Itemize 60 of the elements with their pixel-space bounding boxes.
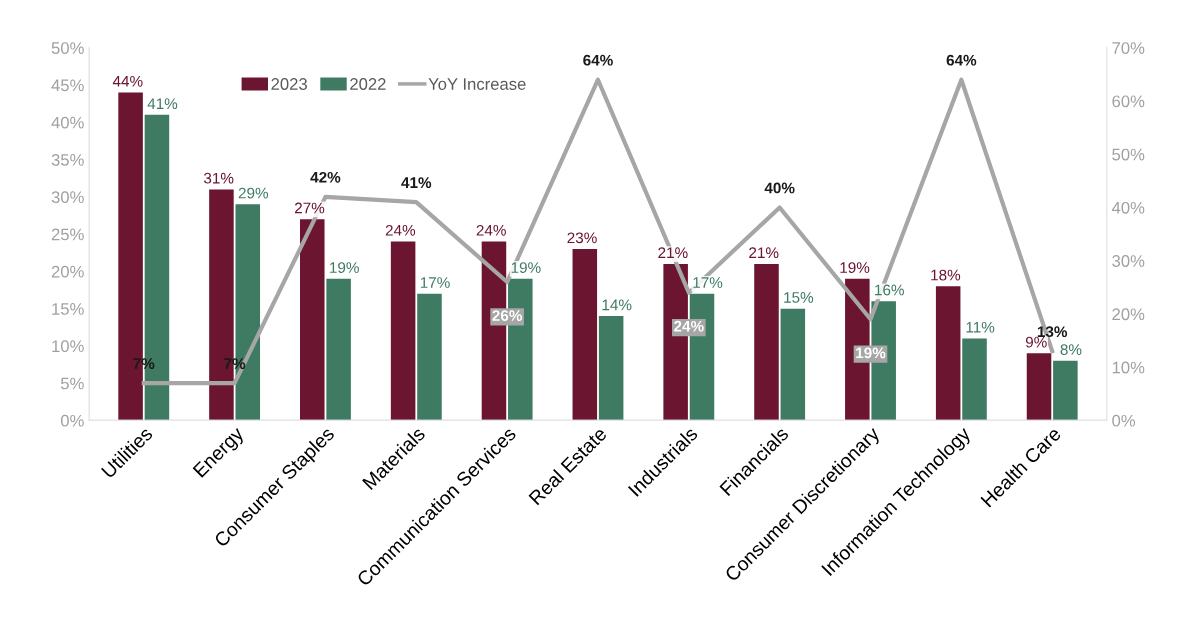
- y2-tick-label: 50%: [1112, 148, 1145, 161]
- y-tick-label: 25%: [51, 228, 84, 241]
- y-tick-label: 5%: [60, 377, 84, 390]
- y2-tick-label: 40%: [1111, 201, 1145, 214]
- legend-label: YoY Increase: [428, 78, 526, 90]
- legend-label: 2023: [271, 78, 307, 90]
- y2-tick-label: 30%: [1112, 255, 1145, 267]
- data-label: 17%: [693, 277, 723, 288]
- y-tick-label: 10%: [52, 340, 84, 353]
- bar: [300, 219, 325, 421]
- data-label: 7%: [224, 358, 246, 369]
- data-label: 24%: [476, 224, 506, 236]
- y-tick-label: 50%: [51, 42, 84, 54]
- data-label: 40%: [764, 182, 795, 194]
- data-label: 7%: [133, 358, 155, 369]
- data-label: 24%: [674, 320, 704, 332]
- data-label: 29%: [238, 187, 269, 199]
- data-label: 11%: [966, 321, 995, 333]
- bar: [572, 249, 598, 421]
- data-label: 41%: [147, 98, 178, 109]
- y-tick-label: 30%: [51, 191, 84, 204]
- y2-tick-label: 20%: [1112, 308, 1145, 321]
- data-label: 21%: [658, 247, 688, 259]
- y-tick-label: 35%: [51, 153, 84, 166]
- data-label: 19%: [840, 262, 870, 274]
- data-label: 19%: [511, 262, 541, 274]
- data-label: 15%: [784, 292, 814, 303]
- data-label: 24%: [385, 224, 416, 236]
- data-label: 64%: [946, 54, 977, 66]
- y2-tick-label: 60%: [1112, 95, 1145, 108]
- y2-tick-label: 70%: [1112, 42, 1145, 54]
- bar: [1026, 353, 1052, 421]
- data-label: 19%: [856, 347, 886, 359]
- data-label: 19%: [330, 262, 359, 274]
- data-label: 44%: [112, 75, 143, 87]
- legend-label: 2022: [350, 78, 386, 90]
- data-label: 18%: [931, 269, 961, 281]
- data-label: 31%: [203, 172, 234, 184]
- bar: [326, 278, 351, 421]
- y-tick-label: 20%: [51, 265, 84, 278]
- data-label: 26%: [492, 310, 523, 322]
- y-tick-label: 0%: [60, 414, 84, 427]
- data-label: 27%: [294, 202, 325, 214]
- data-label: 8%: [1060, 344, 1082, 355]
- y-tick-label: 45%: [51, 79, 84, 92]
- data-label: 17%: [420, 277, 450, 288]
- data-label: 23%: [567, 232, 597, 244]
- data-label: 41%: [401, 177, 432, 188]
- bar: [754, 263, 779, 421]
- data-label: 16%: [875, 284, 904, 296]
- data-label: 13%: [1037, 326, 1068, 338]
- data-label: 14%: [602, 299, 632, 311]
- data-label: 9%: [1025, 336, 1047, 348]
- y2-tick-label: 10%: [1112, 361, 1145, 374]
- y-tick-label: 40%: [51, 116, 84, 129]
- data-label: 21%: [749, 247, 779, 259]
- y2-tick-label: 0%: [1112, 414, 1136, 427]
- data-label: 42%: [310, 171, 341, 183]
- y-tick-label: 15%: [52, 303, 84, 315]
- data-label: 64%: [583, 54, 613, 66]
